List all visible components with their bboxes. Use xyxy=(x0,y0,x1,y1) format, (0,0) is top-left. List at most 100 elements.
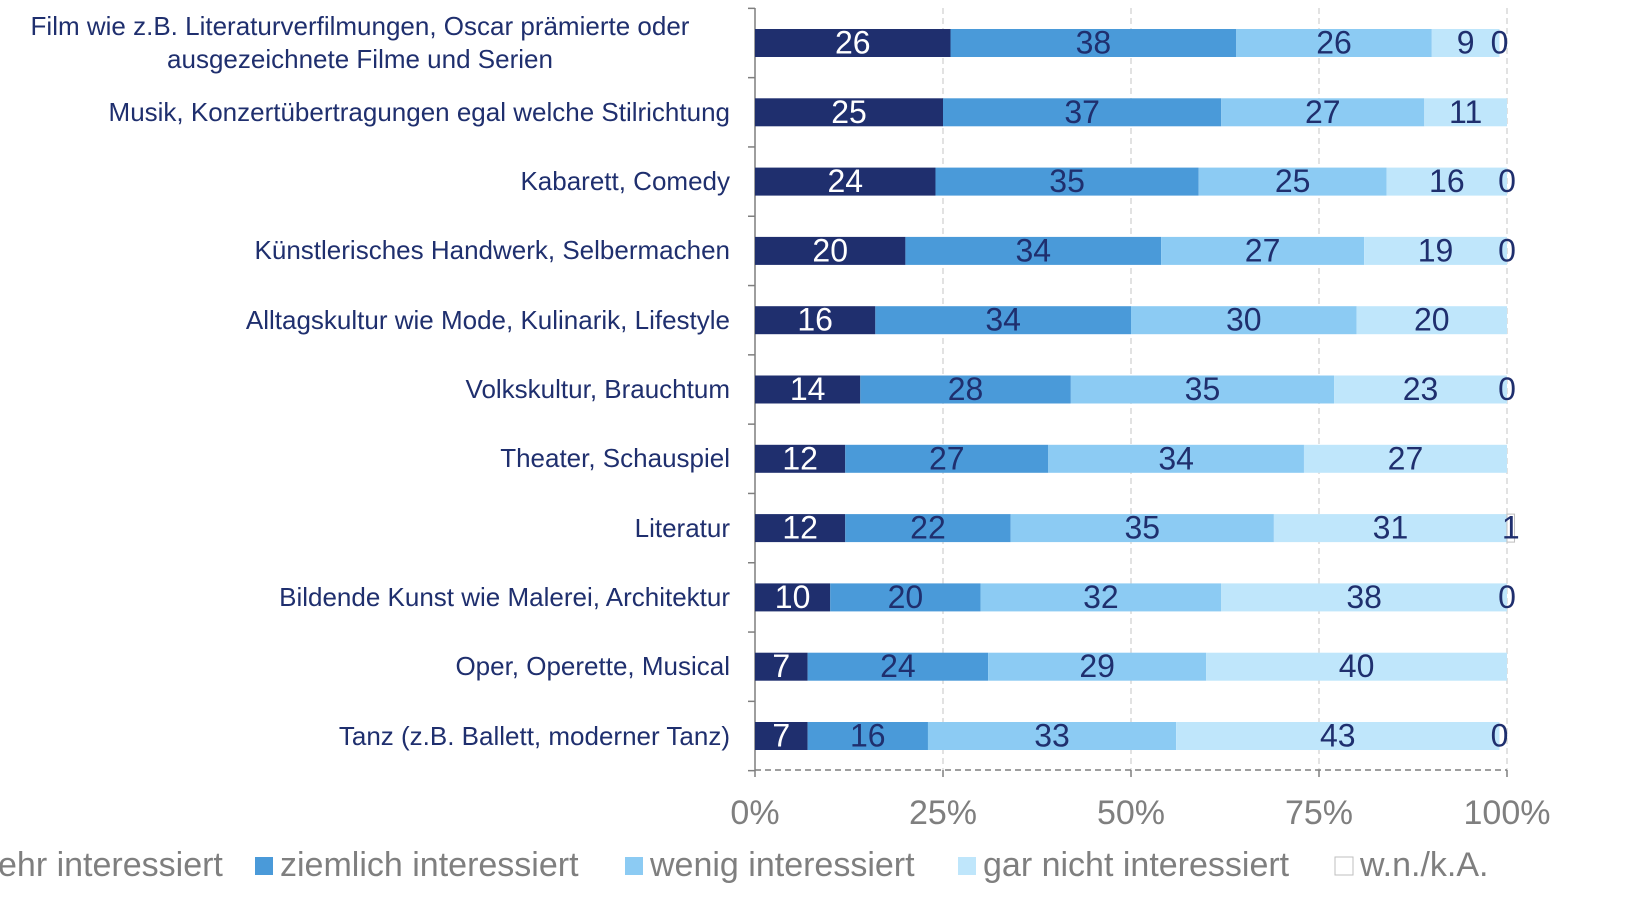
y-tick-label: Musik, Konzertübertragungen egal welche … xyxy=(108,96,730,127)
data-label: 34 xyxy=(1158,440,1194,476)
data-label: 10 xyxy=(775,579,811,615)
data-label: 16 xyxy=(850,717,886,753)
data-label: 29 xyxy=(1079,648,1115,684)
data-label: 27 xyxy=(1305,94,1341,130)
bar-segment xyxy=(1236,29,1432,57)
data-label: 0 xyxy=(1498,579,1516,615)
bar-segment xyxy=(755,652,808,681)
bar-segment xyxy=(755,722,808,750)
data-label: 16 xyxy=(797,302,833,338)
bar-segment xyxy=(755,583,831,612)
x-tick-label: 75% xyxy=(1285,794,1353,832)
legend-label: wenig interessiert xyxy=(649,846,915,884)
legend-label: ziemlich interessiert xyxy=(280,846,579,884)
data-label: 27 xyxy=(1388,440,1424,476)
x-tick-label: 50% xyxy=(1097,794,1165,832)
bar-segment xyxy=(845,514,1011,543)
data-label: 35 xyxy=(1124,510,1160,546)
y-tick-label: Alltagskultur wie Mode, Kulinarik, Lifes… xyxy=(245,304,730,335)
bar-segment xyxy=(755,236,906,265)
bar-segment xyxy=(1506,513,1516,543)
data-label: 23 xyxy=(1403,371,1439,407)
x-tick-label: 100% xyxy=(1464,794,1551,832)
bar-segment xyxy=(927,722,1177,750)
data-label: 25 xyxy=(831,94,867,130)
data-label: 0 xyxy=(1491,24,1509,60)
bar-segment xyxy=(943,98,1222,127)
bar-segment xyxy=(1303,444,1507,473)
data-label: 31 xyxy=(1373,510,1409,546)
data-label: 24 xyxy=(880,648,916,684)
legend-swatch xyxy=(958,857,976,875)
bar-segment xyxy=(1176,722,1500,750)
bar-segment xyxy=(980,583,1222,612)
data-label: 38 xyxy=(1346,579,1382,615)
legend-label: w.n./k.A. xyxy=(1359,846,1489,884)
legend-swatch xyxy=(625,857,643,875)
bar-segment xyxy=(1356,306,1507,335)
bar-segment xyxy=(1334,375,1507,404)
data-label: 25 xyxy=(1275,163,1311,199)
legend-label: sehr interessiert xyxy=(0,846,223,884)
category-label-box: Volkskultur, Brauchtum xyxy=(0,355,730,425)
data-label: 33 xyxy=(1034,717,1070,753)
data-label: 20 xyxy=(812,232,848,268)
data-label: 40 xyxy=(1339,648,1375,684)
bar-segment xyxy=(1273,514,1507,543)
category-label-box: Kabarett, Comedy xyxy=(0,147,730,217)
y-tick-label: Literatur xyxy=(634,512,730,543)
legend-swatch xyxy=(1334,856,1354,876)
bar-segment xyxy=(845,444,1049,473)
bar-segment xyxy=(875,306,1131,335)
bar-segment xyxy=(755,375,861,404)
y-tick-label: Tanz (z.B. Ballett, moderner Tanz) xyxy=(338,720,730,751)
bar-segment xyxy=(830,583,981,612)
bar-segment xyxy=(1198,167,1387,196)
data-label: 27 xyxy=(929,440,965,476)
category-label-box: Tanz (z.B. Ballett, moderner Tanz) xyxy=(0,701,730,771)
data-label: 14 xyxy=(790,371,826,407)
data-label: 28 xyxy=(948,371,984,407)
bar-segment xyxy=(935,167,1199,196)
bar-segment xyxy=(1010,514,1274,543)
bar-segment xyxy=(1070,375,1335,404)
legend-label: gar nicht interessiert xyxy=(983,846,1290,884)
y-tick-label: Volkskultur, Brauchtum xyxy=(465,374,730,404)
bar-segment xyxy=(807,652,989,681)
bar-segment xyxy=(905,236,1162,265)
bar-segment xyxy=(807,722,928,750)
data-label: 34 xyxy=(1015,232,1051,268)
bar-segment xyxy=(1424,98,1507,127)
data-label: 27 xyxy=(1245,232,1281,268)
bar-segment xyxy=(1221,98,1425,127)
data-label: 11 xyxy=(1449,94,1482,130)
y-tick-label: Künstlerisches Handwerk, Selbermachen xyxy=(254,235,730,266)
data-label: 19 xyxy=(1418,232,1454,268)
category-label-box: Musik, Konzertübertragungen egal welche … xyxy=(0,77,730,147)
bar-segment xyxy=(755,98,943,127)
data-label: 24 xyxy=(827,163,863,199)
data-label: 9 xyxy=(1457,24,1475,60)
category-label-box: Oper, Operette, Musical xyxy=(0,632,730,702)
category-label-box: Film wie z.B. Literaturverfilmungen, Osc… xyxy=(0,8,730,78)
data-label: 0 xyxy=(1491,717,1509,753)
bar-segment xyxy=(1364,236,1507,265)
category-label-box: Theater, Schauspiel xyxy=(0,424,730,494)
data-label: 43 xyxy=(1320,717,1356,753)
data-label: 7 xyxy=(772,648,790,684)
data-label: 20 xyxy=(888,579,924,615)
bar-segment xyxy=(860,375,1071,404)
data-label: 12 xyxy=(782,510,818,546)
data-label: 34 xyxy=(985,302,1021,338)
data-label: 0 xyxy=(1498,232,1516,268)
data-label: 0 xyxy=(1498,371,1516,407)
data-label: 1 xyxy=(1502,510,1520,546)
y-tick-label: Oper, Operette, Musical xyxy=(455,651,730,682)
bar-segment xyxy=(755,514,846,543)
category-label-box: Bildende Kunst wie Malerei, Architektur xyxy=(0,562,730,632)
y-tick-label: Film wie z.B. Literaturverfilmungen, Osc… xyxy=(30,11,690,74)
legend-swatch xyxy=(255,857,273,875)
category-label-box: Künstlerisches Handwerk, Selbermachen xyxy=(0,216,730,286)
data-label: 32 xyxy=(1083,579,1119,615)
